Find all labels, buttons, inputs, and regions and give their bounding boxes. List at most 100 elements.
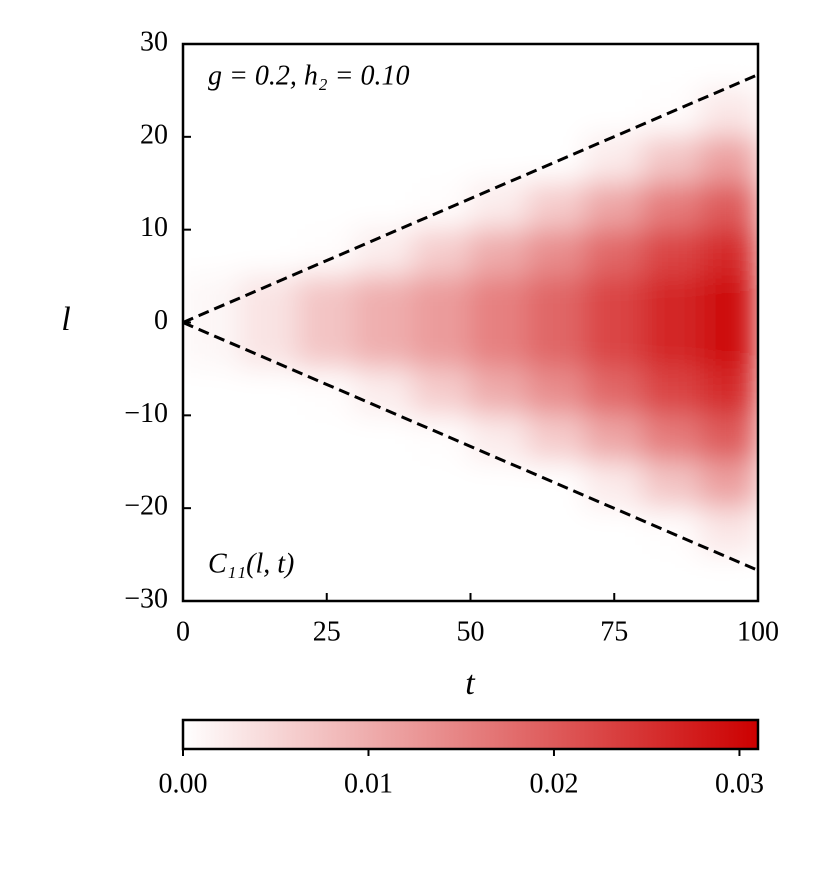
y-tick-label: 20	[140, 119, 168, 150]
heatmap-cell	[412, 275, 471, 323]
heatmap-cell	[240, 182, 299, 231]
heatmap-cell	[527, 461, 586, 509]
heatmap-cell	[527, 182, 586, 231]
heatmap-cell	[297, 89, 356, 138]
colorbar-tick-label: 0.03	[715, 768, 764, 799]
y-tick-label: −30	[124, 583, 168, 614]
heatmap-cell	[412, 461, 471, 509]
heatmap-cell	[527, 554, 586, 601]
x-axis-label: t	[465, 665, 476, 702]
heatmap-cell	[642, 229, 701, 277]
heatmap-cell	[700, 275, 758, 323]
heatmap-cell	[412, 322, 471, 370]
heatmap-cell	[642, 322, 701, 370]
heatmap-cell	[412, 182, 471, 231]
heatmap-cell	[700, 44, 758, 91]
heatmap-cell	[183, 275, 241, 323]
heatmap-cell	[355, 182, 414, 231]
heatmap-cell	[183, 368, 241, 416]
heatmap-cell	[412, 507, 471, 556]
heatmap-cell	[240, 275, 299, 323]
y-tick-label: −20	[124, 491, 168, 522]
heatmap-cell	[240, 322, 299, 370]
heatmap-cell	[412, 136, 471, 184]
heatmap-cell	[355, 507, 414, 556]
heatmap-cell	[183, 554, 241, 601]
overlay	[182, 43, 759, 602]
heatmap-cell	[355, 368, 414, 416]
heatmap-cell	[183, 461, 241, 509]
colorbar-tick-label: 0.02	[529, 768, 578, 799]
heatmap-cell	[585, 461, 644, 509]
light-cone-line	[182, 73, 759, 324]
heatmap-cell	[470, 414, 529, 463]
heatmap-cell	[585, 275, 644, 323]
heatmap-cell	[470, 136, 529, 184]
heatmap-cell	[240, 414, 299, 463]
heatmap-cell	[412, 89, 471, 138]
heatmap-cell	[642, 554, 701, 601]
heatmap-cell	[585, 322, 644, 370]
heatmap-cell	[527, 275, 586, 323]
heatmap-cell	[412, 368, 471, 416]
x-tick-label: 0	[176, 616, 190, 647]
heatmap-cell	[470, 461, 529, 509]
heatmap-cell	[527, 368, 586, 416]
heatmap-cell	[642, 182, 701, 231]
heatmap-cell	[700, 89, 758, 138]
heatmap-cell	[585, 507, 644, 556]
colorbar	[181, 718, 760, 751]
heatmap-cell	[527, 229, 586, 277]
heatmap-cell	[297, 275, 356, 323]
heatmap-cell	[183, 182, 241, 231]
heatmap-cell	[527, 322, 586, 370]
heatmap-cell	[355, 44, 414, 91]
heatmap-cell	[642, 136, 701, 184]
heatmap-cell	[240, 554, 299, 601]
x-tick-label: 100	[737, 616, 779, 647]
heatmap-cell	[412, 554, 471, 601]
heatmap-cell	[297, 44, 356, 91]
heatmap-cell	[297, 322, 356, 370]
heatmap-cell	[470, 507, 529, 556]
heatmap-cell	[355, 554, 414, 601]
heatmap-cell	[183, 507, 241, 556]
heatmap-cell	[527, 136, 586, 184]
heatmap-cell	[585, 136, 644, 184]
heatmap-cell	[642, 44, 701, 91]
heatmap-cell	[527, 44, 586, 91]
heatmap-cell	[470, 44, 529, 91]
heatmap-cell	[240, 44, 299, 91]
heatmap-cell	[240, 461, 299, 509]
heatmap-cell	[412, 44, 471, 91]
heatmap-cell	[240, 368, 299, 416]
heatmap-cell	[470, 229, 529, 277]
y-tick-label: 30	[140, 26, 168, 57]
heatmap-cell	[700, 229, 758, 277]
heatmap-cell	[642, 507, 701, 556]
heatmap-cell	[642, 275, 701, 323]
heatmap-cell	[700, 368, 758, 416]
heatmap-cell	[527, 89, 586, 138]
annotation: g = 0.2, h₂ = 0.10	[208, 60, 410, 91]
heatmap-cell	[642, 414, 701, 463]
heatmap-cell	[240, 89, 299, 138]
heatmap-cell	[412, 414, 471, 463]
heatmap-cell	[642, 461, 701, 509]
heatmap-cell	[585, 44, 644, 91]
heatmap-cell	[355, 461, 414, 509]
heatmap-cell	[355, 89, 414, 138]
heatmap-cell	[700, 507, 758, 556]
heatmap-cell	[355, 275, 414, 323]
heatmap-cell	[470, 322, 529, 370]
plot-frame	[181, 42, 760, 603]
heatmap-cell	[297, 461, 356, 509]
heatmap-cell	[297, 507, 356, 556]
heatmap-cells	[183, 44, 758, 601]
heatmap-cell	[585, 89, 644, 138]
heatmap-cell	[355, 414, 414, 463]
colorbar-tick-label: 0.01	[344, 768, 393, 799]
heatmap-cell	[470, 89, 529, 138]
heatmap-cell	[642, 368, 701, 416]
